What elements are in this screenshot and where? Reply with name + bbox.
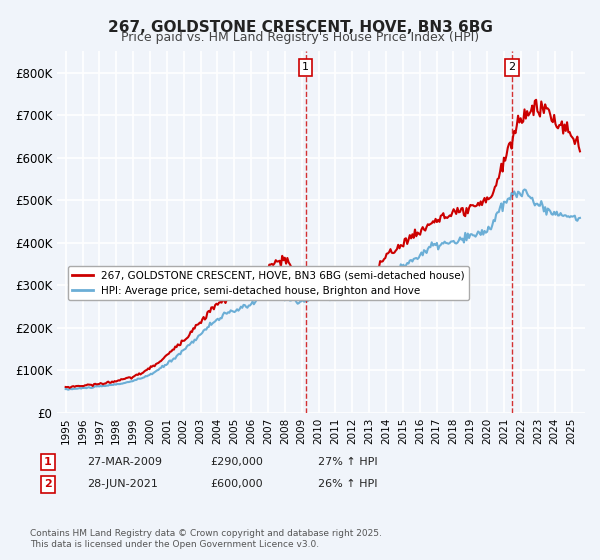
Text: 1: 1 bbox=[44, 457, 52, 467]
Text: £290,000: £290,000 bbox=[210, 457, 263, 467]
Text: 27-MAR-2009: 27-MAR-2009 bbox=[87, 457, 162, 467]
Text: £600,000: £600,000 bbox=[210, 479, 263, 489]
Text: 267, GOLDSTONE CRESCENT, HOVE, BN3 6BG: 267, GOLDSTONE CRESCENT, HOVE, BN3 6BG bbox=[107, 20, 493, 35]
Text: 2: 2 bbox=[509, 62, 516, 72]
Legend: 267, GOLDSTONE CRESCENT, HOVE, BN3 6BG (semi-detached house), HPI: Average price: 267, GOLDSTONE CRESCENT, HOVE, BN3 6BG (… bbox=[68, 266, 469, 300]
Text: Contains HM Land Registry data © Crown copyright and database right 2025.
This d: Contains HM Land Registry data © Crown c… bbox=[30, 529, 382, 549]
Text: 27% ↑ HPI: 27% ↑ HPI bbox=[318, 457, 377, 467]
Text: 2: 2 bbox=[44, 479, 52, 489]
Text: Price paid vs. HM Land Registry's House Price Index (HPI): Price paid vs. HM Land Registry's House … bbox=[121, 31, 479, 44]
Text: 1: 1 bbox=[302, 62, 309, 72]
Text: 28-JUN-2021: 28-JUN-2021 bbox=[87, 479, 158, 489]
Text: 26% ↑ HPI: 26% ↑ HPI bbox=[318, 479, 377, 489]
